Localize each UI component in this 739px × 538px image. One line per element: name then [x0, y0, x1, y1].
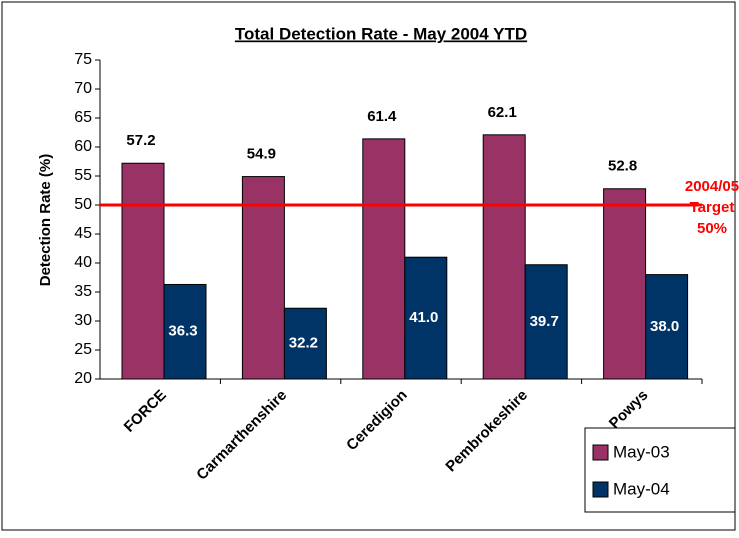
y-axis-label: Detection Rate (%)	[37, 154, 54, 287]
data-label: 57.2	[126, 132, 155, 149]
bar	[404, 256, 448, 380]
y-tick-label: 45	[74, 225, 92, 242]
bar	[121, 162, 165, 380]
data-label: 32.2	[289, 335, 318, 352]
bar	[482, 134, 526, 380]
bar	[241, 176, 285, 380]
bar	[362, 138, 406, 380]
legend-swatch	[592, 444, 609, 461]
data-label: 38.0	[650, 318, 679, 335]
legend	[584, 427, 736, 513]
data-label: 52.8	[608, 158, 637, 175]
bar	[163, 283, 207, 380]
data-label: 36.3	[168, 323, 197, 340]
bar	[603, 188, 647, 380]
chart-title: Total Detection Rate - May 2004 YTD	[235, 24, 527, 43]
y-tick-label: 60	[74, 138, 92, 155]
y-tick-label: 35	[74, 283, 92, 300]
y-tick-label: 40	[74, 254, 92, 271]
y-tick-label: 20	[74, 370, 92, 387]
y-tick-label: 55	[74, 167, 92, 184]
target-label: 50%	[697, 220, 727, 237]
target-label: 2004/05	[685, 178, 739, 195]
data-label: 41.0	[409, 309, 438, 326]
legend-label: May-04	[613, 479, 670, 498]
y-tick-label: 25	[74, 341, 92, 358]
bar	[283, 307, 327, 380]
y-tick-label: 65	[74, 109, 92, 126]
y-tick-label: 50	[74, 196, 92, 213]
data-label: 54.9	[247, 146, 276, 163]
y-tick-label: 75	[74, 51, 92, 68]
data-label: 61.4	[367, 108, 397, 125]
legend-swatch	[592, 481, 609, 498]
target-label: Target	[690, 199, 735, 216]
bar	[645, 274, 689, 380]
y-tick-label: 30	[74, 312, 92, 329]
data-label: 39.7	[530, 313, 559, 330]
data-label: 62.1	[488, 104, 517, 121]
legend-label: May-03	[613, 442, 670, 461]
y-tick-label: 70	[74, 80, 92, 97]
